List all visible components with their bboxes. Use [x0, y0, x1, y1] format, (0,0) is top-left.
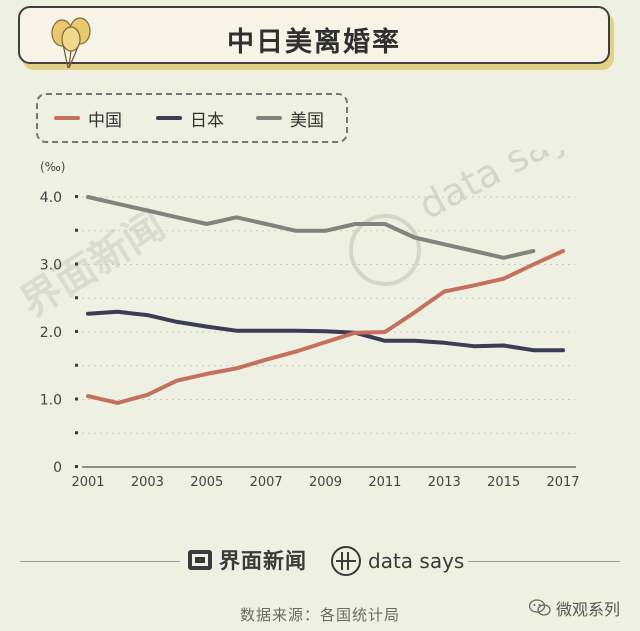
y-axis-unit-label: (‰): [40, 160, 65, 174]
footer-brand2-text: data says: [368, 549, 465, 573]
watermark-datasays-icon: [349, 214, 421, 286]
legend-swatch-china: [54, 116, 80, 120]
legend-label-china: 中国: [88, 110, 122, 131]
y-tick-label: 3.0: [40, 258, 62, 274]
y-tick-label: 1.0: [40, 393, 62, 409]
legend-item-usa: 美国: [256, 108, 324, 131]
wechat-account-name: 微观系列: [555, 600, 620, 619]
wechat-account: 微观系列: [528, 596, 620, 620]
series-layer: [86, 195, 565, 405]
wechat-icon: [528, 599, 551, 616]
series-line-japan: [86, 309, 565, 353]
x-tick-label: 2003: [131, 475, 164, 490]
y-tick-mark: [75, 195, 78, 198]
legend-swatch-japan: [156, 116, 182, 120]
x-tick-label: 2013: [428, 475, 461, 490]
minor-tick-mark: [75, 296, 78, 300]
x-tick-label: 2005: [190, 475, 223, 490]
balloons-icon: [51, 17, 91, 69]
y-tick-mark: [75, 465, 78, 468]
y-tick-mark: [75, 397, 78, 401]
footer-brand-jiemian: 界面新闻: [187, 545, 307, 575]
data-source: 数据来源：各国统计局: [239, 606, 400, 624]
datasays-logo-icon: [331, 546, 361, 576]
title-banner: 中日美离婚率: [18, 6, 610, 69]
x-tick-label: 2001: [71, 475, 104, 490]
y-tick-label: 4.0: [40, 190, 62, 206]
footer-brand-datasays: data says: [330, 545, 464, 577]
footer-divider-right: [468, 561, 620, 562]
footer-divider-left: [20, 561, 180, 562]
legend-label-japan: 日本: [190, 110, 224, 131]
jiemian-logo-icon: [188, 550, 212, 570]
x-tick-label: 2015: [487, 475, 520, 490]
legend: 中国 日本 美国: [36, 93, 348, 143]
x-tick-label: 2009: [309, 475, 342, 490]
x-tick-label: 2011: [368, 475, 401, 490]
footer-brand1-text: 界面新闻: [219, 549, 307, 573]
x-tick-label: 2007: [250, 475, 283, 490]
minor-tick-mark: [75, 431, 78, 435]
y-tick-label: 0: [53, 460, 62, 476]
y-tick-mark: [75, 262, 78, 266]
minor-tick-mark: [75, 228, 78, 232]
chart-title: 中日美离婚率: [227, 27, 401, 58]
y-tick-mark: [75, 330, 78, 333]
legend-swatch-usa: [256, 116, 282, 120]
legend-label-usa: 美国: [290, 110, 324, 131]
minor-tick-mark: [75, 363, 78, 367]
y-tick-label: 2.0: [40, 325, 62, 341]
x-tick-label: 2017: [546, 475, 579, 490]
legend-item-china: 中国: [54, 108, 122, 131]
series-line-usa: [86, 195, 536, 260]
watermark-datasays: data says: [412, 150, 594, 228]
axis-layer: (‰) 0 1.0 2.0 3.0 4.0 2001 2003 2005 2007 2009 2011…: [40, 160, 580, 490]
legend-item-japan: 日本: [156, 108, 224, 131]
series-line-china: [86, 249, 565, 405]
